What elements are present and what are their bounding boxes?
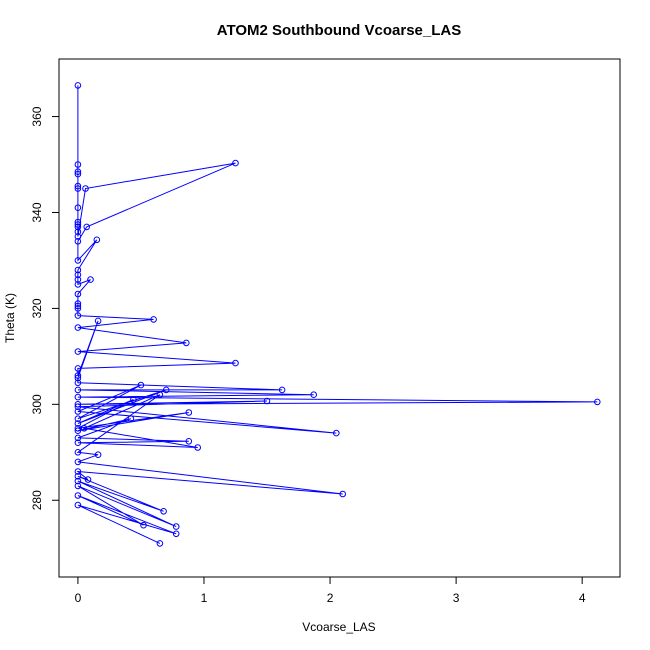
data-point <box>74 439 82 447</box>
data-point <box>74 468 82 475</box>
y-tick-label: 280 <box>30 490 44 510</box>
data-point <box>74 305 82 312</box>
data-point <box>160 508 167 515</box>
data-point <box>74 427 82 435</box>
data-point <box>74 302 82 310</box>
data-point <box>74 300 82 307</box>
data-point <box>594 398 601 406</box>
data-point <box>74 482 82 490</box>
data-point <box>74 401 82 408</box>
y-tick-label: 340 <box>30 202 44 222</box>
data-point <box>74 393 82 401</box>
data-point <box>156 391 164 399</box>
data-point <box>74 238 82 245</box>
data-point <box>74 204 82 211</box>
series-layer <box>74 82 601 547</box>
data-point <box>278 386 286 394</box>
y-tick-label: 360 <box>30 106 44 126</box>
y-tick-label: 320 <box>30 298 44 318</box>
x-tick-label: 0 <box>75 591 82 605</box>
series-line <box>76 85 598 544</box>
data-point <box>80 425 88 432</box>
data-point <box>74 228 82 235</box>
data-point <box>74 290 82 298</box>
data-point <box>74 386 82 394</box>
data-point <box>194 444 201 451</box>
data-point <box>74 477 82 485</box>
data-point <box>74 257 82 264</box>
data-point <box>74 82 82 89</box>
data-point <box>74 458 82 466</box>
chart-title: ATOM2 Southbound Vcoarse_LAS <box>217 22 461 39</box>
data-point <box>74 434 82 442</box>
data-point <box>185 409 193 416</box>
data-point <box>156 540 164 547</box>
data-point <box>87 276 94 283</box>
data-point <box>74 365 82 372</box>
data-point <box>74 348 82 355</box>
data-point <box>172 523 180 530</box>
data-point <box>74 161 82 168</box>
data-point <box>74 492 82 499</box>
data-point <box>74 372 82 379</box>
data-point <box>74 403 82 411</box>
y-tick-label: 300 <box>30 394 44 414</box>
data-point <box>74 324 82 331</box>
data-point <box>74 271 82 279</box>
data-point <box>127 415 135 423</box>
data-point <box>74 374 82 382</box>
data-point <box>84 476 92 483</box>
data-point <box>74 501 82 509</box>
x-tick-label: 2 <box>327 591 334 605</box>
data-point <box>162 386 170 394</box>
data-point <box>82 185 89 192</box>
data-point <box>232 359 239 367</box>
data-point <box>339 490 347 498</box>
data-point <box>185 438 193 445</box>
x-tick-label: 4 <box>579 591 586 605</box>
data-point <box>74 425 82 432</box>
data-point <box>150 316 157 323</box>
data-point <box>74 312 82 319</box>
y-axis-label: Theta (K) <box>3 293 17 343</box>
y-axis: 280 300 320 340 360 <box>30 106 60 510</box>
data-point <box>140 521 147 529</box>
data-point <box>83 223 90 231</box>
data-point <box>74 168 82 175</box>
data-point <box>172 530 180 538</box>
data-point <box>74 473 82 480</box>
data-point <box>74 170 82 178</box>
data-point <box>232 159 239 167</box>
data-point <box>74 449 82 456</box>
data-point <box>74 185 82 192</box>
data-point <box>74 266 82 274</box>
x-tick-label: 1 <box>201 591 208 605</box>
data-point <box>93 236 101 244</box>
data-point <box>94 451 102 459</box>
data-point <box>137 381 145 389</box>
x-tick-label: 3 <box>453 591 460 605</box>
data-point <box>74 221 82 228</box>
data-point <box>74 276 82 283</box>
data-point <box>74 281 82 288</box>
data-point <box>130 396 137 403</box>
data-point <box>74 408 82 415</box>
data-point <box>183 339 190 347</box>
data-point <box>74 233 82 240</box>
data-point <box>333 429 340 437</box>
data-point <box>263 397 271 405</box>
data-point <box>74 182 82 190</box>
data-point <box>310 391 318 399</box>
x-axis-label: Vcoarse_LAS <box>302 620 375 634</box>
data-point <box>94 317 102 325</box>
data-point <box>74 379 82 387</box>
x-axis: 0 1 2 3 4 <box>75 576 586 605</box>
data-point <box>74 218 82 226</box>
data-point <box>74 420 82 427</box>
data-point <box>74 415 82 423</box>
data-point <box>74 223 82 231</box>
